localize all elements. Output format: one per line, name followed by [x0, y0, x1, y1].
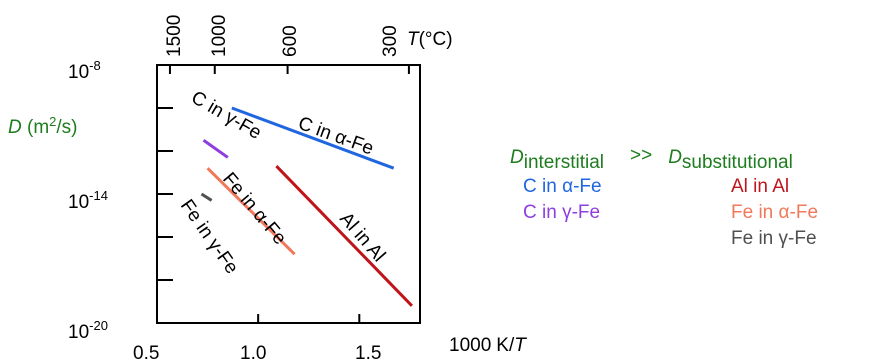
x-tick-label: 1.5: [355, 343, 381, 364]
x-tick-label: 0.5: [133, 343, 159, 364]
series-line: [202, 139, 229, 159]
y-axis-var: D: [8, 117, 22, 138]
list-item-substitutional: Fe in α-Fe: [731, 202, 818, 223]
top-tick-label: 1000: [209, 15, 230, 57]
series-lines: [200, 106, 413, 307]
top-tick-label: 1500: [164, 15, 185, 57]
x-tick-label: 1.0: [240, 343, 266, 364]
series-line: [231, 106, 395, 170]
list-item-interstitial: C in γ-Fe: [523, 202, 600, 223]
y-tick-label: 10-20: [68, 318, 108, 343]
top-axis-label: T(°C): [407, 29, 453, 50]
y-tick-label: 10-14: [68, 188, 108, 213]
y-axis-label: D (m2/s): [8, 114, 78, 138]
axis-ticks: [156, 64, 410, 324]
y-axis-unit-sup: 2: [49, 114, 56, 129]
list-item-substitutional: Al in Al: [731, 176, 789, 197]
list-item-interstitial: C in α-Fe: [523, 176, 602, 197]
y-axis-unit-pre: (m: [22, 117, 49, 138]
line-label-c-alpha-fe: C in α-Fe: [295, 113, 376, 160]
line-label-fe-gamma-fe: Fe in γ-Fe: [176, 196, 242, 278]
top-tick-label: 300: [380, 25, 401, 57]
list-item-substitutional: Fe in γ-Fe: [731, 228, 817, 249]
y-tick-label: 10-8: [68, 58, 101, 83]
series-line: [206, 167, 296, 256]
series-line: [275, 165, 413, 307]
comparison-header: Dinterstitial >> Dsubstitutional: [510, 145, 793, 173]
line-label-al-in-al: Al in Al: [335, 209, 389, 267]
x-axis-label: 1000 K/T: [449, 335, 527, 356]
y-axis-unit-post: /s): [56, 117, 77, 138]
top-tick-label: 600: [280, 25, 301, 57]
line-label-fe-alpha-fe: Fe in α-Fe: [218, 169, 290, 249]
series-line: [200, 192, 213, 202]
